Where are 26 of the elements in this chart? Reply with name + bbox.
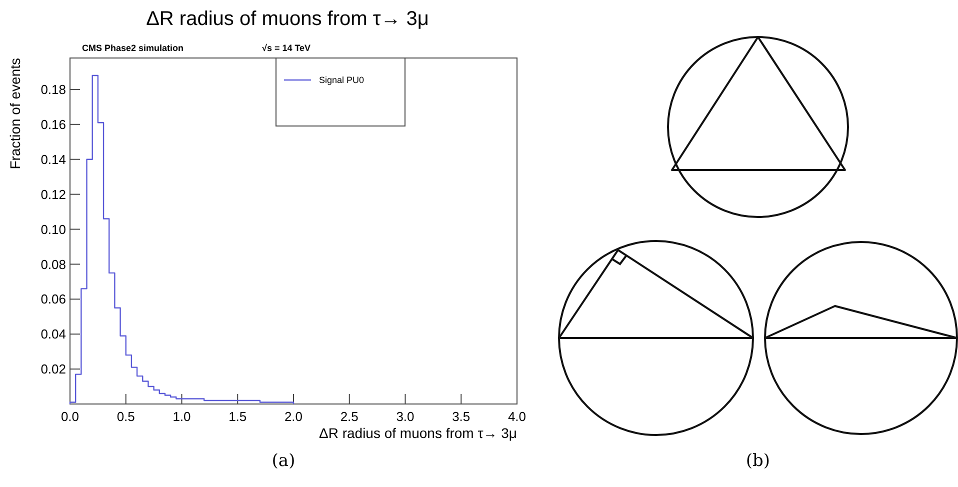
x-tick-label: 0.5: [116, 409, 135, 424]
x-tick-label: 3.5: [452, 409, 470, 424]
y-tick-label: 0.16: [40, 116, 66, 132]
y-tick-label: 0.10: [40, 222, 66, 237]
x-tick-label: 0.0: [60, 409, 80, 424]
x-tick-label: 2.5: [340, 409, 358, 424]
x-axis-title: ΔR radius of muons from τ→ 3μ: [318, 425, 517, 441]
y-tick-label: 0.14: [40, 152, 66, 167]
x-tick-label: 4.0: [508, 409, 526, 424]
chart-title: ΔR radius of muons from τ→ 3μ: [146, 8, 429, 30]
y-tick-label: 0.08: [40, 256, 66, 272]
text: CMS Phase2 simulation: [82, 43, 184, 53]
text: (b): [746, 451, 770, 471]
text: √s = 14 TeV: [262, 43, 311, 53]
text: (a): [272, 451, 296, 471]
x-tick-label: 1.0: [172, 409, 191, 424]
legend-label: Signal PU0: [319, 75, 364, 86]
y-tick-label: 0.12: [40, 186, 66, 202]
x-tick-label: 1.5: [228, 409, 247, 424]
y-tick-label: 0.18: [40, 82, 66, 98]
x-tick-label: 2.0: [284, 409, 303, 424]
x-tick-label: 3.0: [396, 409, 414, 424]
y-tick-label: 0.02: [40, 362, 66, 377]
y-tick-label: 0.06: [40, 292, 66, 307]
y-axis-title: Fraction of events: [7, 58, 23, 170]
y-tick-label: 0.04: [40, 326, 66, 342]
